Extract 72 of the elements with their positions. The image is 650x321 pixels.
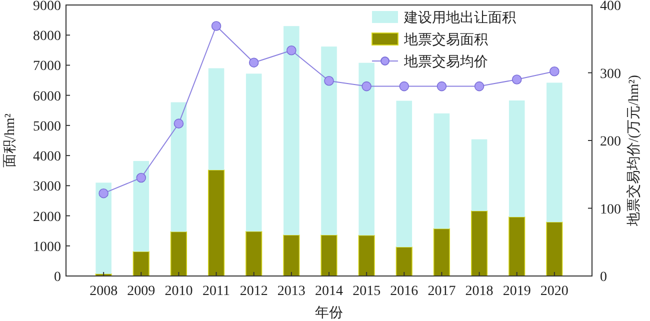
y-tick-label: 1000: [33, 240, 61, 255]
x-tick-label: 2018: [465, 284, 494, 299]
y2-tick-label: 100: [600, 202, 621, 218]
point: [474, 81, 484, 92]
y-tick-label: 6000: [33, 89, 61, 104]
point: [98, 188, 108, 198]
point: [286, 45, 296, 56]
y-tick-label: 2000: [33, 210, 61, 225]
bar: [508, 216, 526, 276]
bar: [170, 231, 188, 276]
bar: [320, 234, 338, 276]
point: [248, 58, 259, 68]
y2-axis-title: 地票交易均价/(万元/hm²): [626, 74, 642, 228]
y2-tick-label: 300: [600, 66, 621, 82]
y-tick-label: 0: [54, 270, 61, 285]
x-tick-label: 2015: [352, 284, 381, 299]
y2-tick-label: 200: [600, 134, 621, 150]
x-tick-label: 2019: [502, 284, 531, 299]
bar: [283, 234, 300, 276]
y-axis-title: 面积/hm²: [3, 114, 18, 168]
bar: [546, 82, 562, 222]
point: [436, 81, 447, 92]
point: [174, 118, 184, 128]
legend-label: 地票交易面积: [403, 32, 488, 48]
x-axis-title: 年份: [315, 305, 343, 321]
bar: [208, 170, 225, 276]
x-tick-label: 2013: [277, 284, 306, 299]
point: [136, 172, 146, 183]
point: [550, 66, 560, 76]
x-tick-label: 2012: [240, 284, 268, 299]
y2-tick-label: 0: [600, 270, 607, 285]
x-tick-label: 2010: [164, 284, 193, 299]
point: [324, 76, 334, 86]
x-tick-label: 2020: [540, 284, 568, 299]
y-tick-label: 8000: [33, 29, 61, 44]
bar: [358, 234, 375, 276]
bar: [358, 62, 374, 236]
x-tick-label: 2011: [202, 284, 230, 299]
bar: [284, 26, 300, 236]
bar: [133, 160, 150, 252]
legend-label: 地票交易均价: [403, 54, 488, 70]
x-tick-label: 2009: [127, 284, 156, 299]
bar: [470, 210, 488, 276]
bar: [396, 246, 412, 276]
bar: [434, 113, 450, 229]
point: [211, 21, 222, 31]
bar: [96, 182, 112, 274]
bar: [246, 74, 262, 232]
point: [362, 81, 372, 92]
bar: [546, 222, 563, 276]
y-tick-label: 3000: [33, 180, 61, 195]
x-tick-label: 2014: [315, 284, 343, 299]
x-tick-label: 2017: [428, 284, 456, 299]
y2-tick-label: 400: [600, 0, 621, 14]
bar: [246, 231, 262, 276]
bar: [321, 46, 337, 236]
x-tick-label: 2008: [90, 284, 118, 299]
bar: [396, 100, 412, 248]
y-tick-label: 7000: [33, 59, 61, 74]
x-tick-label: 2016: [390, 284, 418, 299]
y-tick-label: 5000: [33, 119, 61, 134]
y-tick-label: 4000: [33, 150, 61, 165]
bar: [170, 102, 187, 232]
point: [399, 81, 410, 92]
legend-label: 建设用地出让面积: [403, 10, 516, 26]
point: [512, 74, 522, 84]
bar: [433, 228, 450, 276]
bar: [508, 100, 525, 217]
bar: [132, 251, 150, 276]
bar: [471, 139, 488, 211]
bar: [208, 68, 224, 170]
y-tick-label: 9000: [33, 0, 61, 14]
